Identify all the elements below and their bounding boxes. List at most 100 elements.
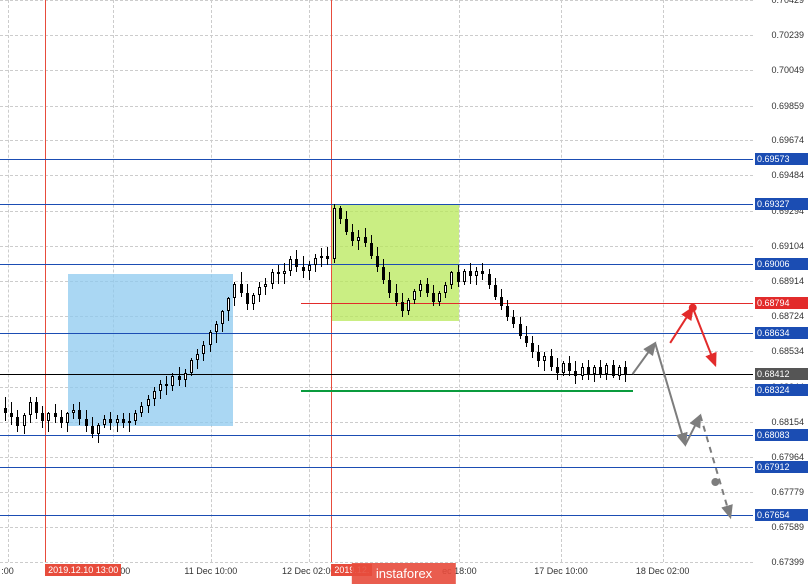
candle: [289, 0, 292, 562]
candle: [91, 0, 94, 562]
candle: [581, 0, 584, 562]
candle: [116, 0, 119, 562]
candle: [376, 0, 379, 562]
y-tick-label: 0.69674: [771, 135, 804, 145]
candle: [519, 0, 522, 562]
candle: [140, 0, 143, 562]
y-tick-label: 0.70429: [771, 0, 804, 5]
chart-container: 0.70429 0.70239 0.70049 0.69859 0.69674 0.694…: [0, 0, 808, 584]
candle: [599, 0, 602, 562]
candle: [109, 0, 112, 562]
candle: [16, 0, 19, 562]
y-tick-label: 0.67399: [771, 557, 804, 567]
candle: [209, 0, 212, 562]
candle: [525, 0, 528, 562]
y-tick-label: 0.67779: [771, 487, 804, 497]
candle: [382, 0, 385, 562]
y-tick-label: 0.70239: [771, 30, 804, 40]
candle: [320, 0, 323, 562]
candle: [178, 0, 181, 562]
candle: [252, 0, 255, 562]
candle: [587, 0, 590, 562]
candle: [240, 0, 243, 562]
candle: [562, 0, 565, 562]
candle: [196, 0, 199, 562]
y-tick-label: 0.69484: [771, 170, 804, 180]
candle: [85, 0, 88, 562]
y-tick-label: 0.68154: [771, 417, 804, 427]
candle: [457, 0, 460, 562]
x-tick-label-highlighted: 2019.12.10 13:00: [45, 564, 121, 576]
forecast-gray-segment: [655, 343, 685, 445]
forecast-gray-segment: [685, 415, 700, 445]
candle: [264, 0, 267, 562]
candle: [10, 0, 13, 562]
candle: [618, 0, 621, 562]
candle: [302, 0, 305, 562]
candle: [271, 0, 274, 562]
candle: [128, 0, 131, 562]
candle: [395, 0, 398, 562]
y-tick-label: 0.69104: [771, 241, 804, 251]
watermark: instaforex: [352, 563, 456, 584]
price-line-label: 0.69006: [755, 258, 808, 270]
price-line-label: 0.69327: [755, 198, 808, 210]
candle: [543, 0, 546, 562]
candle: [35, 0, 38, 562]
candle: [333, 0, 336, 562]
candle: [574, 0, 577, 562]
y-tick-label: 0.68534: [771, 346, 804, 356]
candle: [364, 0, 367, 562]
forecast-red-segment: [670, 308, 693, 343]
candle: [54, 0, 57, 562]
candle: [78, 0, 81, 562]
candle: [388, 0, 391, 562]
candle: [184, 0, 187, 562]
candle: [370, 0, 373, 562]
y-axis: 0.70429 0.70239 0.70049 0.69859 0.69674 0.694…: [753, 0, 808, 562]
candle: [165, 0, 168, 562]
candle: [481, 0, 484, 562]
candle: [413, 0, 416, 562]
candle: [469, 0, 472, 562]
price-line-label: 0.68794: [755, 297, 808, 309]
x-tick-label: :00: [1, 566, 14, 576]
candle: [475, 0, 478, 562]
candle: [339, 0, 342, 562]
y-tick-label: 0.69859: [771, 101, 804, 111]
price-line-label: 0.68634: [755, 327, 808, 339]
x-tick-label: 18 Dec 02:00: [636, 566, 690, 576]
candle: [47, 0, 50, 562]
forecast-dot: [689, 304, 697, 312]
candle: [432, 0, 435, 562]
y-tick-label: 0.68914: [771, 276, 804, 286]
candle: [246, 0, 249, 562]
y-tick-label: 0.67589: [771, 522, 804, 532]
y-tick-label: 0.70049: [771, 65, 804, 75]
price-line-label: 0.67912: [755, 461, 808, 473]
candle: [215, 0, 218, 562]
candle: [550, 0, 553, 562]
price-line-label: 0.68083: [755, 429, 808, 441]
candle: [29, 0, 32, 562]
candle: [444, 0, 447, 562]
candle: [147, 0, 150, 562]
forecast-gray-segment: [633, 343, 656, 374]
candle: [326, 0, 329, 562]
candle: [4, 0, 7, 562]
candle: [419, 0, 422, 562]
grid-line-v: [8, 0, 9, 562]
candle: [556, 0, 559, 562]
candle: [295, 0, 298, 562]
candle: [357, 0, 360, 562]
forecast-dot: [711, 478, 719, 486]
candle: [66, 0, 69, 562]
candle: [438, 0, 441, 562]
candle: [426, 0, 429, 562]
candle: [97, 0, 100, 562]
candle: [72, 0, 75, 562]
candle: [122, 0, 125, 562]
plot-area[interactable]: [0, 0, 753, 562]
candle: [258, 0, 261, 562]
candle: [41, 0, 44, 562]
